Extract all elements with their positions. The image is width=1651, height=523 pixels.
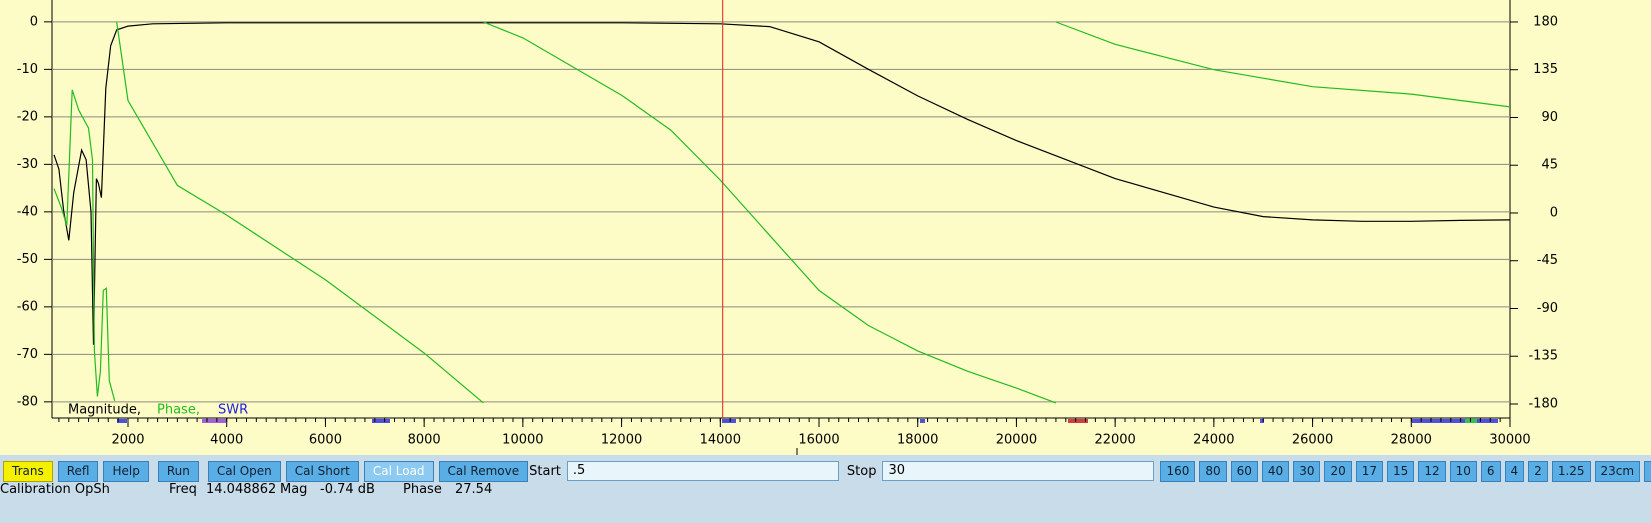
status-text: Calibration OpSh	[0, 482, 110, 497]
button[interactable]: 12	[1418, 460, 1446, 482]
button[interactable]: 60	[1230, 460, 1258, 482]
button[interactable]: 30	[1293, 460, 1321, 482]
x-tick-label: 12000	[601, 433, 642, 448]
button[interactable]: Cal Load	[363, 460, 434, 482]
y-tick-label: -30	[17, 157, 38, 172]
button[interactable]: Cal Open	[207, 460, 281, 482]
y-tick-label: -10	[17, 62, 38, 77]
button[interactable]: Refl	[57, 460, 99, 482]
y-tick-label: -60	[17, 299, 38, 314]
x-tick-label: 18000	[897, 433, 938, 448]
x-tick-label: 28000	[1391, 433, 1432, 448]
button[interactable]: 1.25	[1551, 460, 1591, 482]
label: Start	[529, 463, 561, 479]
button[interactable]: 17	[1355, 460, 1384, 482]
x-tick-label: 26000	[1292, 433, 1333, 448]
y-tick-label: -50	[17, 252, 38, 267]
y2-tick-label: -180	[1528, 396, 1558, 411]
y2-tick-label: 0	[1550, 205, 1558, 220]
x-tick-label: 24000	[1193, 433, 1234, 448]
x-tick-label: 14000	[700, 433, 741, 448]
button[interactable]: 160	[1160, 460, 1196, 482]
button[interactable]: 40	[1261, 460, 1290, 482]
y-tick-label: -40	[17, 204, 38, 219]
button[interactable]: Run	[157, 460, 199, 482]
status-text: Mag	[280, 482, 308, 497]
text-input[interactable]: 30	[882, 461, 1155, 481]
series-line	[53, 22, 1511, 345]
x-tick-label: 8000	[408, 433, 441, 448]
status-text: Phase	[403, 482, 442, 497]
y-tick-label: -70	[17, 347, 38, 362]
button[interactable]: Trans	[3, 460, 53, 482]
y2-tick-label: 135	[1533, 62, 1558, 77]
button[interactable]: 10	[1449, 460, 1477, 482]
label: Stop	[846, 463, 877, 479]
button[interactable]: Cal Remove	[438, 460, 529, 482]
button[interactable]: Help	[103, 460, 149, 482]
button[interactable]: 4	[1504, 460, 1525, 482]
x-tick-label: 20000	[996, 433, 1037, 448]
x-tick-label: 30000	[1489, 433, 1530, 448]
x-tick-label: 16000	[798, 433, 839, 448]
button[interactable]: Cal Short	[285, 460, 359, 482]
y-tick-label: 0	[30, 14, 38, 29]
legend-entry: Magnitude,	[68, 403, 141, 418]
y2-tick-label: 180	[1533, 14, 1558, 29]
button[interactable]: 6	[1480, 460, 1501, 482]
chart: 0 -10 -20 -30 -40 -50 -60 -70 -80 180 135 90 45 0 -45 -…	[0, 0, 1651, 455]
x-tick-label: 10000	[502, 433, 543, 448]
status-text: 27.54	[455, 482, 493, 497]
x-tick-label: 4000	[210, 433, 243, 448]
button[interactable]: 33cm	[1644, 460, 1651, 482]
legend-entry: Phase,	[157, 403, 200, 418]
series-line	[53, 21, 1511, 404]
x-tick-label: 6000	[309, 433, 342, 448]
y-tick-label: -20	[17, 109, 38, 124]
x-tick-label: 22000	[1094, 433, 1135, 448]
x-tick-label: 2000	[111, 433, 144, 448]
y2-tick-label: -90	[1537, 301, 1558, 316]
status-text: Freq	[169, 482, 197, 497]
button[interactable]: 15	[1387, 460, 1415, 482]
button[interactable]: 80	[1199, 460, 1227, 482]
y2-tick-label: 45	[1541, 158, 1558, 173]
status-text: -0.74 dB	[320, 482, 375, 497]
y2-tick-label: -135	[1528, 349, 1558, 364]
text-input[interactable]: .5	[566, 461, 839, 481]
y-tick-label: -80	[17, 394, 38, 409]
legend-entry: SWR	[218, 403, 248, 418]
status-text: 14.048862	[206, 482, 277, 497]
button[interactable]: 20	[1324, 460, 1352, 482]
y2-tick-label: -45	[1537, 253, 1558, 268]
button[interactable]: 2	[1528, 460, 1548, 482]
toolbar: Trans Refl Help Run Cal Open Cal Short Cal Loa…	[3, 460, 1651, 482]
plot-background	[0, 0, 1651, 455]
button[interactable]: 23cm	[1594, 460, 1641, 482]
y2-tick-label: 90	[1541, 110, 1558, 125]
